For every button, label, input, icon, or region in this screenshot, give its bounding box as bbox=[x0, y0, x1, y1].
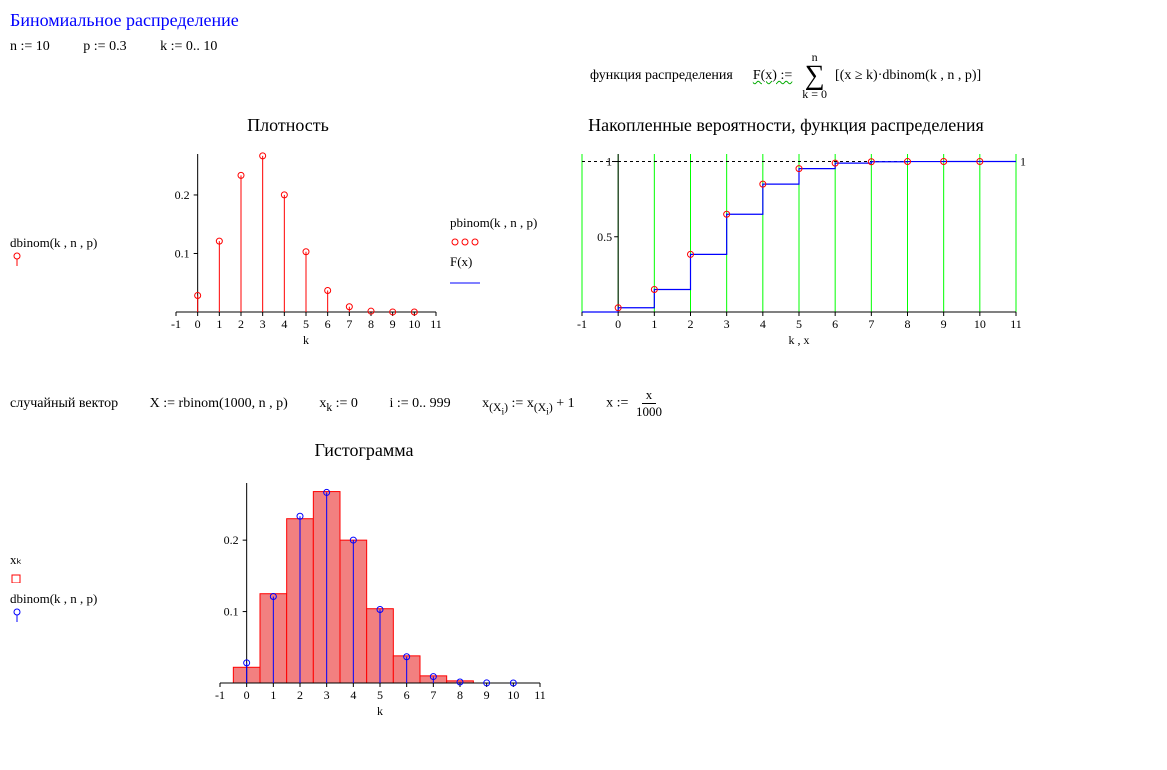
svg-text:1: 1 bbox=[606, 155, 612, 169]
svg-text:3: 3 bbox=[260, 317, 266, 331]
sum-icon: n ∑ k = 0 bbox=[802, 50, 827, 102]
svg-text:1: 1 bbox=[651, 317, 657, 331]
svg-text:5: 5 bbox=[303, 317, 309, 331]
line-icon bbox=[450, 280, 480, 286]
svg-text:6: 6 bbox=[832, 317, 838, 331]
svg-text:0.2: 0.2 bbox=[224, 533, 239, 547]
params-row: n := 10 p := 0.3 k := 0.. 10 bbox=[10, 39, 1167, 55]
cdf-legend: pbinom(k , n , p) F(x) bbox=[450, 213, 542, 291]
cdf-formula-rhs: [(x ≥ k)·dbinom(k , n , p)] bbox=[835, 68, 981, 84]
svg-text:0.5: 0.5 bbox=[597, 230, 612, 244]
svg-text:0.2: 0.2 bbox=[175, 188, 190, 202]
svg-text:0: 0 bbox=[244, 688, 250, 702]
cdf-formula-lhs: F(x) := bbox=[753, 68, 792, 84]
density-legend: dbinom(k , n , p) bbox=[10, 233, 126, 272]
hist-chart: 0.1 0.2 -1 0 1 2 3 4 5 6 7 8 9 10 11 k bbox=[174, 467, 554, 737]
bar-icon bbox=[10, 573, 24, 583]
svg-text:-1: -1 bbox=[215, 688, 225, 702]
param-n: n := 10 bbox=[10, 39, 50, 54]
svg-text:-1: -1 bbox=[171, 317, 181, 331]
svg-text:2: 2 bbox=[238, 317, 244, 331]
svg-text:1: 1 bbox=[270, 688, 276, 702]
svg-text:0: 0 bbox=[615, 317, 621, 331]
svg-text:5: 5 bbox=[377, 688, 383, 702]
vector-row: случайный вектор X := rbinom(1000, n , p… bbox=[10, 387, 1167, 420]
svg-text:9: 9 bbox=[941, 317, 947, 331]
svg-text:4: 4 bbox=[350, 688, 356, 702]
circle-row-icon bbox=[450, 237, 480, 247]
vector-eq1: X := rbinom(1000, n , p) bbox=[150, 396, 288, 412]
stem-blue-icon bbox=[10, 608, 24, 622]
cdf-title: Накопленные вероятности, функция распред… bbox=[588, 115, 984, 136]
vector-eq3: i := 0.. 999 bbox=[389, 396, 450, 412]
density-column: Плотность dbinom(k , n , p) 0.10.2-10123… bbox=[130, 115, 446, 362]
svg-text:3: 3 bbox=[324, 688, 330, 702]
cdf-formula: функция распределения F(x) := n ∑ k = 0 … bbox=[590, 50, 981, 102]
hist-legend: xₖ dbinom(k , n , p) bbox=[10, 550, 170, 628]
svg-text:10: 10 bbox=[507, 688, 519, 702]
svg-text:10: 10 bbox=[974, 317, 986, 331]
svg-text:4: 4 bbox=[760, 317, 766, 331]
hist-legend-1: xₖ bbox=[10, 550, 170, 570]
svg-text:11: 11 bbox=[430, 317, 442, 331]
cdf-chart: 1 0.5 1 -1 0 1 2 3 4 5 6 7 8 9 10 11 k , x bbox=[546, 142, 1026, 362]
density-title: Плотность bbox=[247, 115, 329, 136]
vector-eq5: x := x1000 bbox=[606, 387, 666, 420]
svg-text:9: 9 bbox=[484, 688, 490, 702]
svg-text:-1: -1 bbox=[577, 317, 587, 331]
page-title: Биномиальное распределение bbox=[10, 10, 1167, 31]
svg-text:6: 6 bbox=[325, 317, 331, 331]
svg-text:9: 9 bbox=[390, 317, 396, 331]
svg-text:1: 1 bbox=[216, 317, 222, 331]
svg-text:10: 10 bbox=[408, 317, 420, 331]
svg-text:8: 8 bbox=[457, 688, 463, 702]
svg-text:2: 2 bbox=[297, 688, 303, 702]
vector-label: случайный вектор bbox=[10, 396, 118, 412]
hist-column: Гистограмма 0.1 0.2 -1 0 1 2 3 4 5 6 7 8 9 10 11 k bbox=[174, 440, 554, 737]
cdf-column: Накопленные вероятности, функция распред… bbox=[546, 115, 1026, 362]
svg-text:8: 8 bbox=[905, 317, 911, 331]
param-p: p := 0.3 bbox=[83, 39, 126, 54]
circle-marker-icon bbox=[10, 252, 24, 266]
svg-text:0.1: 0.1 bbox=[175, 246, 190, 260]
svg-text:0.1: 0.1 bbox=[224, 605, 239, 619]
svg-text:1: 1 bbox=[1020, 155, 1026, 169]
cdf-legend-1: pbinom(k , n , p) bbox=[450, 213, 542, 233]
svg-text:k: k bbox=[303, 333, 309, 347]
svg-text:11: 11 bbox=[534, 688, 546, 702]
svg-text:6: 6 bbox=[404, 688, 410, 702]
svg-text:k , x: k , x bbox=[789, 333, 810, 347]
svg-text:k: k bbox=[377, 704, 383, 718]
charts-row: Плотность dbinom(k , n , p) 0.1 0.2 -1 0 1 2 3… bbox=[10, 115, 1167, 362]
svg-text:3: 3 bbox=[724, 317, 730, 331]
hist-section: xₖ dbinom(k , n , p) Гистограмма 0.1 0.2 -… bbox=[10, 440, 1167, 737]
density-chart: 0.1 0.2 -1 0 1 2 3 4 5 6 7 8 9 10 11 k bbox=[130, 142, 446, 362]
svg-text:5: 5 bbox=[796, 317, 802, 331]
svg-text:4: 4 bbox=[281, 317, 287, 331]
hist-legend-2: dbinom(k , n , p) bbox=[10, 589, 170, 609]
svg-text:2: 2 bbox=[688, 317, 694, 331]
svg-text:11: 11 bbox=[1010, 317, 1022, 331]
svg-text:7: 7 bbox=[346, 317, 352, 331]
svg-text:8: 8 bbox=[368, 317, 374, 331]
svg-text:7: 7 bbox=[430, 688, 436, 702]
density-legend-label: dbinom(k , n , p) bbox=[10, 233, 126, 253]
vector-eq2: xk := 0 bbox=[319, 396, 358, 414]
vector-eq4: x(Xi) := x(Xi) + 1 bbox=[482, 396, 575, 417]
cdf-formula-label: функция распределения bbox=[590, 68, 733, 84]
cdf-legend-2: F(x) bbox=[450, 252, 542, 272]
hist-title: Гистограмма bbox=[315, 440, 414, 461]
svg-text:7: 7 bbox=[868, 317, 874, 331]
param-k: k := 0.. 10 bbox=[160, 39, 217, 54]
svg-text:0: 0 bbox=[195, 317, 201, 331]
